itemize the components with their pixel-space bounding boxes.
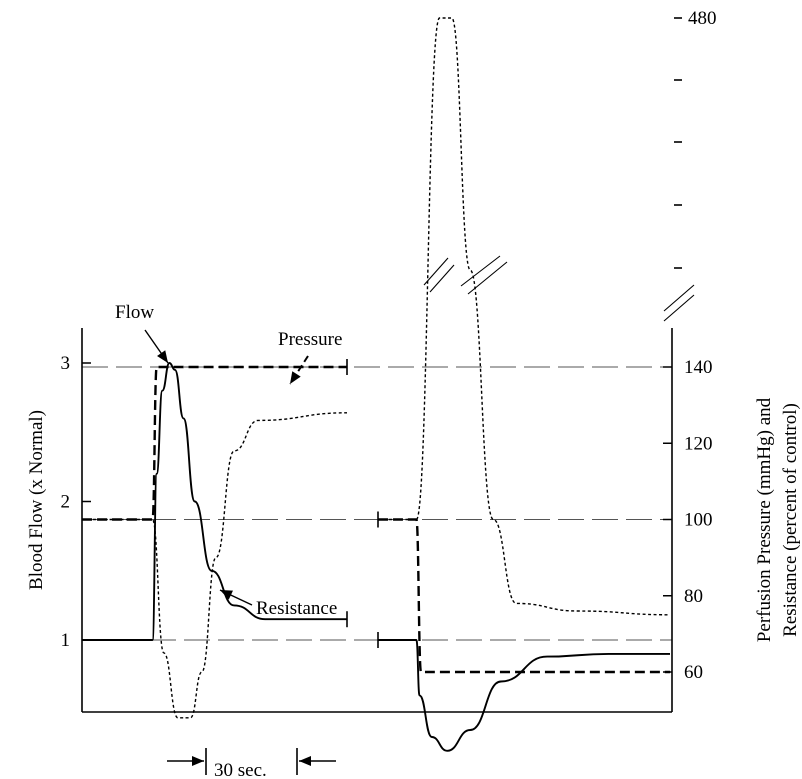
reference-lines xyxy=(82,366,672,641)
series-pressure-increase-pressure xyxy=(82,365,347,521)
upper-tick-label-480: 480 xyxy=(688,8,717,29)
right-axis-break-a xyxy=(663,284,695,312)
spike-break-right-a xyxy=(460,255,501,287)
right-tick-label-80: 80 xyxy=(684,586,703,607)
series-pressure-increase-flow xyxy=(81,362,347,641)
series-pressure-decrease-resistance xyxy=(378,17,671,616)
time-scale-arrow-right-head xyxy=(299,756,311,766)
series xyxy=(81,17,671,752)
right-tick-label-60: 60 xyxy=(684,662,703,683)
left-tick-label-3: 3 xyxy=(61,353,71,374)
series-pressure-increase-resistance xyxy=(82,412,348,719)
annotation-resistance: Resistance xyxy=(256,598,337,619)
left-axis-label: Blood Flow (x Normal) xyxy=(26,410,47,590)
spike-break-left-a xyxy=(423,257,449,286)
annotation-flow: Flow xyxy=(115,302,154,323)
right-axis-label-line2: Resistance (percent of control) xyxy=(780,403,801,637)
left-tick-label-2: 2 xyxy=(61,492,71,513)
right-tick-label-140: 140 xyxy=(684,357,713,378)
series-pressure-decrease-flow xyxy=(377,639,670,752)
right-axis-break-b xyxy=(663,294,695,322)
flow-arrow-head xyxy=(157,350,168,363)
right-tick-label-120: 120 xyxy=(684,433,713,454)
axes: 1 2 3 60 80 100 120 140 480 xyxy=(61,8,717,713)
resistance-arrow-head xyxy=(220,590,233,600)
right-tick-label-100: 100 xyxy=(684,510,713,531)
labels: Blood Flow (x Normal) Perfusion Pressure… xyxy=(26,302,801,779)
time-scale-arrow-left-head xyxy=(192,756,204,766)
right-axis-label-line1: Perfusion Pressure (mmHg) and xyxy=(754,397,775,642)
pressure-arrow-head xyxy=(290,371,301,384)
left-tick-label-1: 1 xyxy=(61,630,71,651)
spike-break-left-b xyxy=(429,264,455,293)
time-scale-label: 30 sec. xyxy=(214,760,267,779)
annotation-pressure: Pressure xyxy=(278,329,342,350)
annotation-arrows xyxy=(144,329,336,775)
series-pressure-decrease-pressure xyxy=(378,518,670,674)
